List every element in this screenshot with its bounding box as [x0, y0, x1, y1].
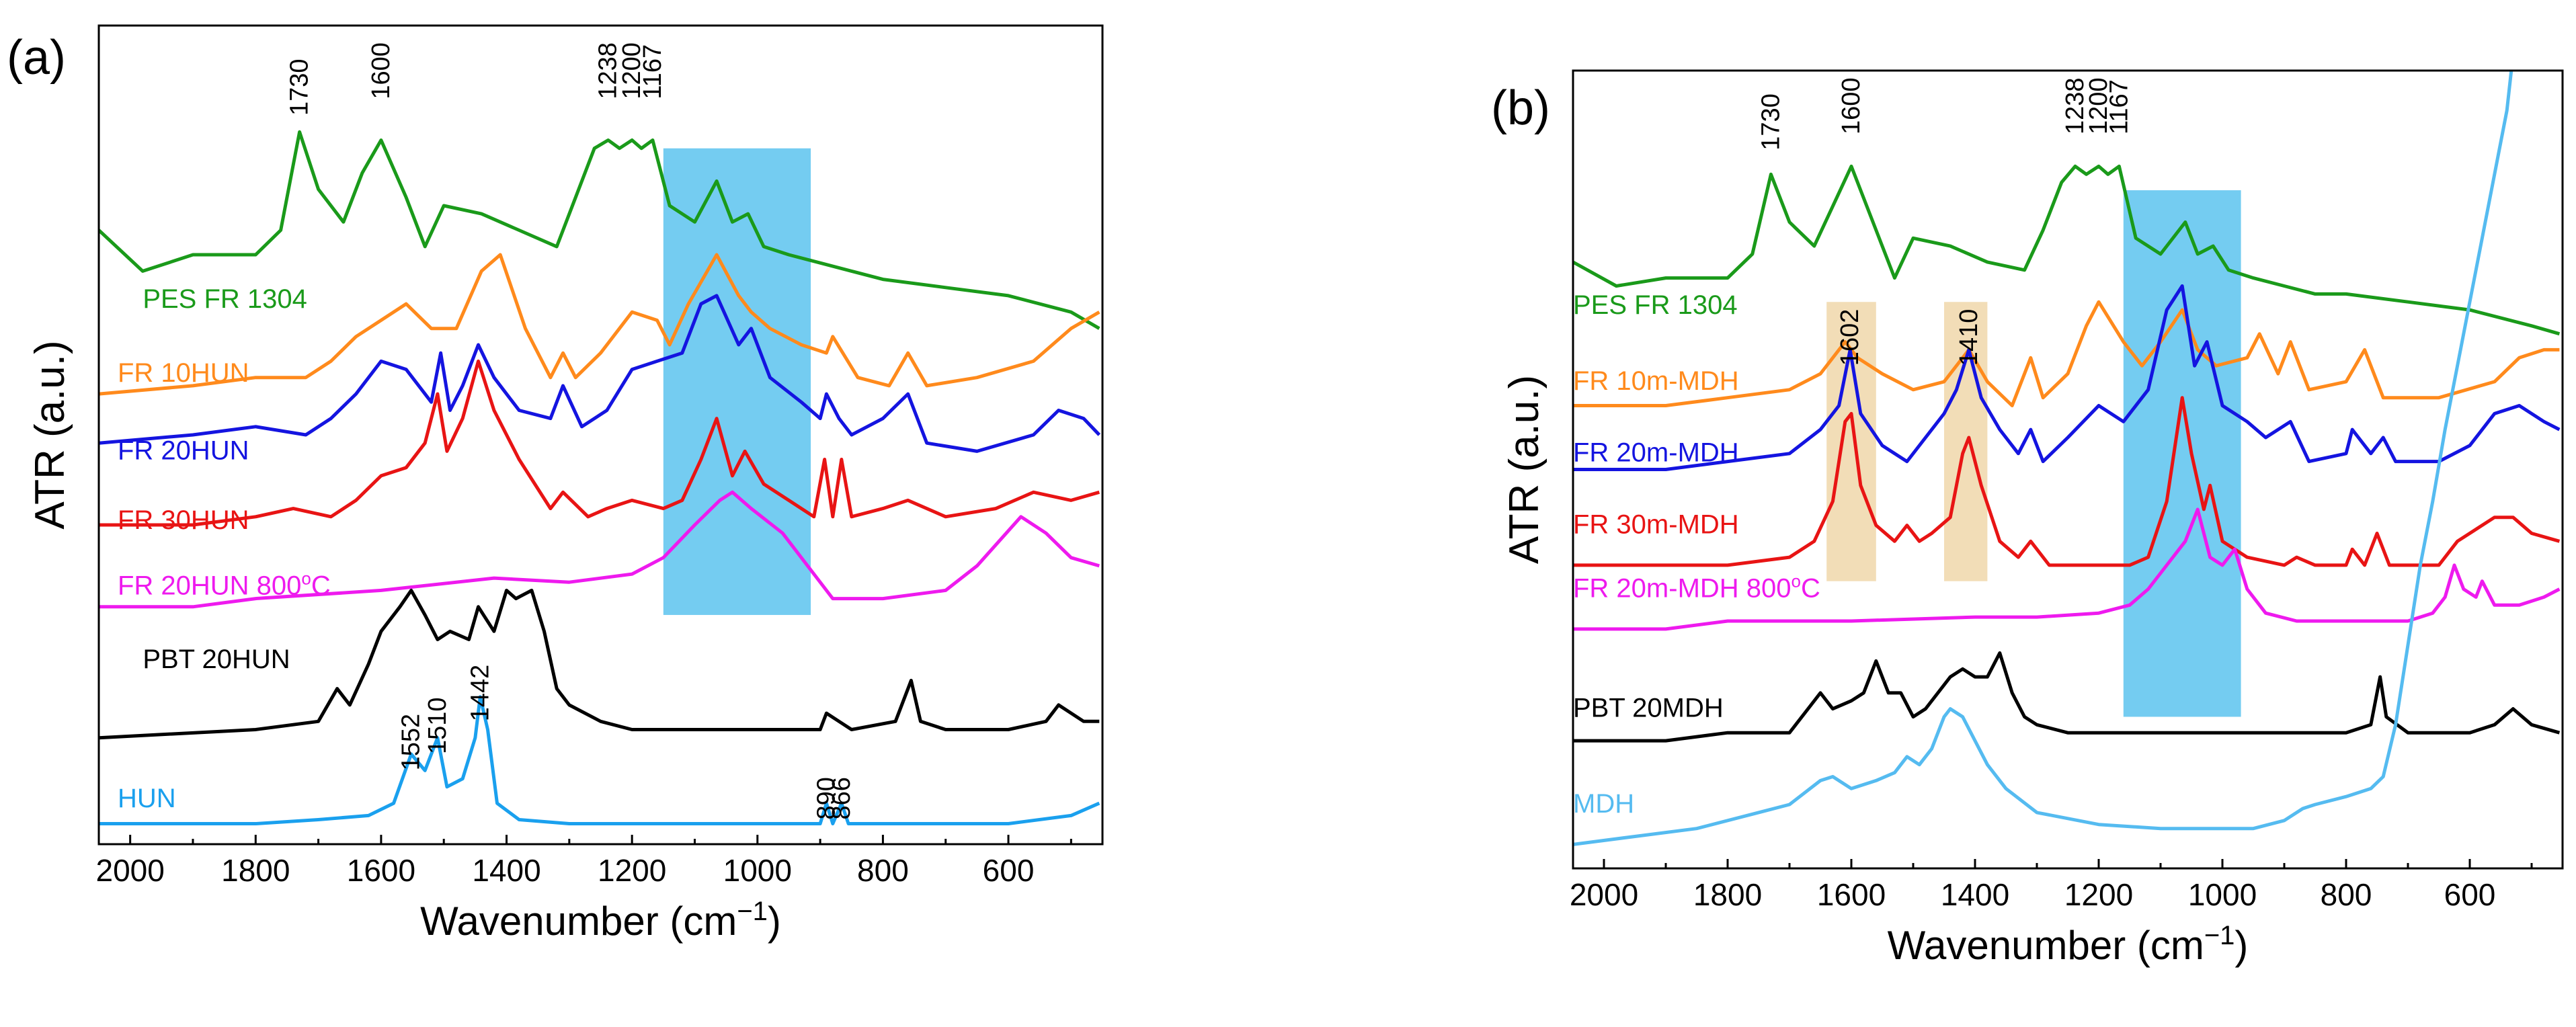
series-label-1: FR 10m-MDH [1573, 366, 1739, 396]
highlight-band-0 [2123, 190, 2241, 717]
series-label-5: PBT 20HUN [143, 645, 290, 674]
panel-label: (b) [1491, 81, 1550, 135]
x-tick-label-6: 800 [2321, 877, 2372, 912]
peak-label-2: 1238 [2061, 77, 2089, 134]
peak-label-8: 890 [812, 777, 840, 819]
series-line-5 [1573, 651, 2561, 743]
peak-label-3: 1200 [2085, 77, 2113, 134]
series-line-2 [99, 294, 1101, 453]
series-label-2: FR 20m-MDH [1573, 438, 1739, 468]
peak-label-0: 1730 [286, 58, 314, 116]
peak-label-0: 1730 [1757, 93, 1785, 151]
series-line-2 [1573, 284, 2561, 471]
peak-label-6: 1410 [1955, 309, 1983, 366]
peak-label-3: 1200 [618, 42, 646, 99]
series-label-0: PES FR 1304 [143, 284, 307, 314]
x-tick-label-7: 600 [2444, 877, 2496, 912]
series-line-5 [99, 588, 1100, 740]
peak-label-6: 1510 [424, 697, 452, 754]
x-tick-label-4: 1200 [598, 853, 666, 888]
x-tick-label-0: 2000 [1570, 877, 1638, 912]
x-tick-label-1: 1800 [1693, 877, 1762, 912]
x-tick-label-1: 1800 [221, 853, 290, 888]
x-tick-label-6: 800 [857, 853, 909, 888]
panel-b-chart: PES FR 1304 FR 10m-MDH FR 20m-MDH FR 30m-MD… [1491, 69, 2564, 968]
peak-label-5: 1602 [1836, 309, 1864, 366]
series-line-0 [99, 130, 1100, 330]
x-tick-label-5: 1000 [723, 853, 792, 888]
x-axis-title: Wavenumber (cm−1) [1888, 921, 2249, 968]
peak-label-4: 1167 [639, 44, 667, 99]
series-line-1 [1573, 300, 2560, 407]
x-tick-label-5: 1000 [2188, 877, 2257, 912]
series-line-6 [1573, 71, 2513, 846]
panel-a-chart: PES FR 1304 FR 10HUN FR 20HUN FR 30HUN FR 20… [7, 24, 1104, 944]
peak-label-1: 1600 [367, 42, 395, 99]
series-label-0: PES FR 1304 [1573, 290, 1738, 320]
series-line-3 [99, 359, 1100, 527]
x-axis-title: Wavenumber (cm−1) [420, 897, 781, 944]
x-tick-label-0: 2000 [95, 853, 164, 888]
series-line-0 [1573, 164, 2561, 336]
series-label-6: HUN [118, 784, 176, 813]
x-tick-label-7: 600 [983, 853, 1035, 888]
series-label-3: FR 30HUN [118, 505, 249, 535]
series-line-3 [1573, 396, 2561, 567]
x-tick-label-2: 1600 [347, 853, 415, 888]
y-axis-title: ATR (a.u.) [27, 340, 73, 529]
axes-frame [97, 24, 1104, 846]
peak-label-9: 866 [828, 777, 856, 819]
series-line-4 [1573, 507, 2561, 631]
x-tick-label-3: 1400 [472, 853, 540, 888]
series-line-6 [99, 695, 1100, 825]
series-label-4: FR 20m-MDH 800oC [1573, 571, 1820, 603]
series-label-1: FR 10HUN [118, 358, 249, 388]
series-label-5: PBT 20MDH [1573, 693, 1724, 723]
y-axis-title: ATR (a.u.) [1501, 375, 1547, 564]
series-line-4 [99, 490, 1100, 609]
x-tick-label-4: 1200 [2064, 877, 2133, 912]
peak-label-1: 1600 [1837, 77, 1865, 134]
x-tick-label-2: 1600 [1817, 877, 1886, 912]
series-line-1 [99, 253, 1100, 396]
series-label-3: FR 30m-MDH [1573, 509, 1739, 539]
axes-frame [1572, 69, 2564, 870]
x-tick-label-3: 1400 [1941, 877, 2009, 912]
peak-label-7: 1442 [466, 665, 494, 722]
panel-label: (a) [7, 31, 66, 85]
series-label-2: FR 20HUN [118, 436, 249, 466]
peak-label-2: 1238 [594, 42, 622, 99]
series-label-6: MDH [1573, 789, 1634, 819]
series-label-4: FR 20HUN 800oC [118, 569, 331, 601]
peak-label-5: 1552 [397, 714, 426, 771]
peak-label-4: 1167 [2105, 79, 2133, 134]
